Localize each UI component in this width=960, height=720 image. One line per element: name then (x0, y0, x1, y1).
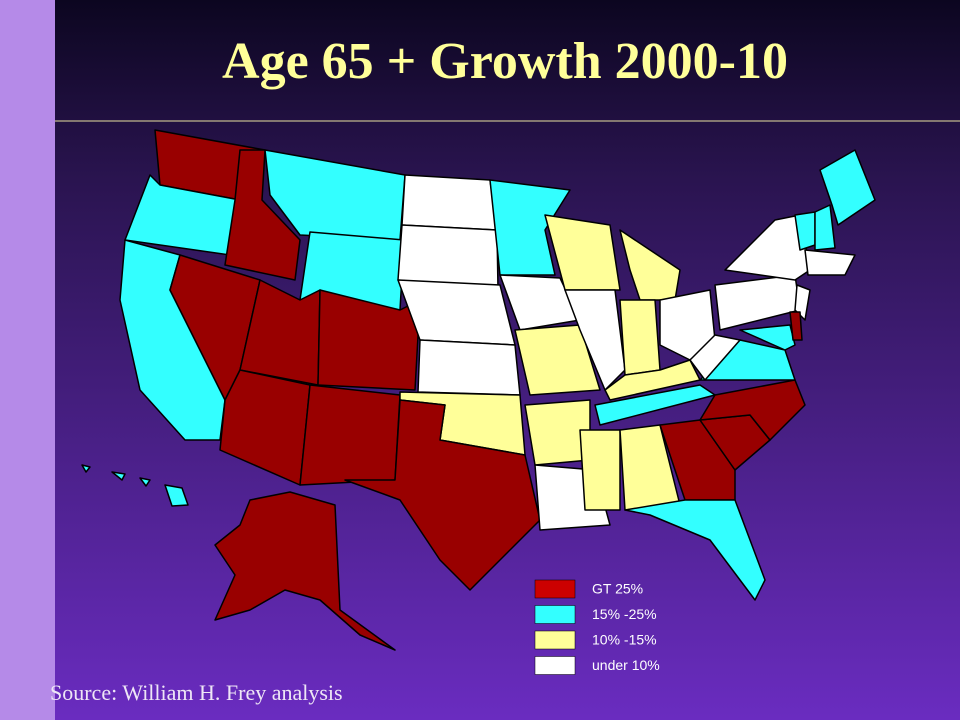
legend-swatch (534, 579, 576, 599)
state (544, 214, 621, 291)
state (164, 484, 189, 507)
legend-label: under 10% (592, 657, 660, 673)
state (299, 384, 401, 486)
title: Age 65 + Growth 2000-10 (222, 33, 788, 90)
side-strip (0, 0, 55, 720)
state (619, 299, 661, 376)
state (139, 477, 151, 487)
state (317, 289, 421, 391)
state (804, 249, 856, 276)
legend-swatch (534, 630, 576, 650)
state (214, 491, 396, 651)
state (689, 334, 741, 381)
state (344, 399, 541, 591)
state (564, 289, 626, 391)
state (659, 419, 736, 501)
state (224, 149, 301, 281)
us-map (81, 129, 876, 651)
state (739, 324, 796, 351)
legend-label: 10% -15% (592, 632, 657, 648)
legend-swatch (534, 605, 576, 624)
source: Source: William H. Frey analysis (50, 680, 343, 705)
legend-label: GT 25% (592, 581, 643, 597)
state (789, 311, 803, 341)
legend: GT 25% 15% -25% 10% -15% under 10% (534, 579, 660, 675)
state (814, 204, 836, 251)
state (111, 471, 126, 481)
state (619, 229, 681, 301)
state (489, 179, 571, 276)
legend-swatch (534, 656, 576, 675)
legend-label: 15% -25% (592, 606, 657, 622)
state (401, 174, 498, 231)
state (514, 324, 601, 396)
state (819, 149, 876, 226)
state (624, 499, 766, 601)
state (579, 429, 621, 511)
state (417, 339, 521, 396)
state (219, 369, 311, 486)
state (81, 464, 91, 473)
